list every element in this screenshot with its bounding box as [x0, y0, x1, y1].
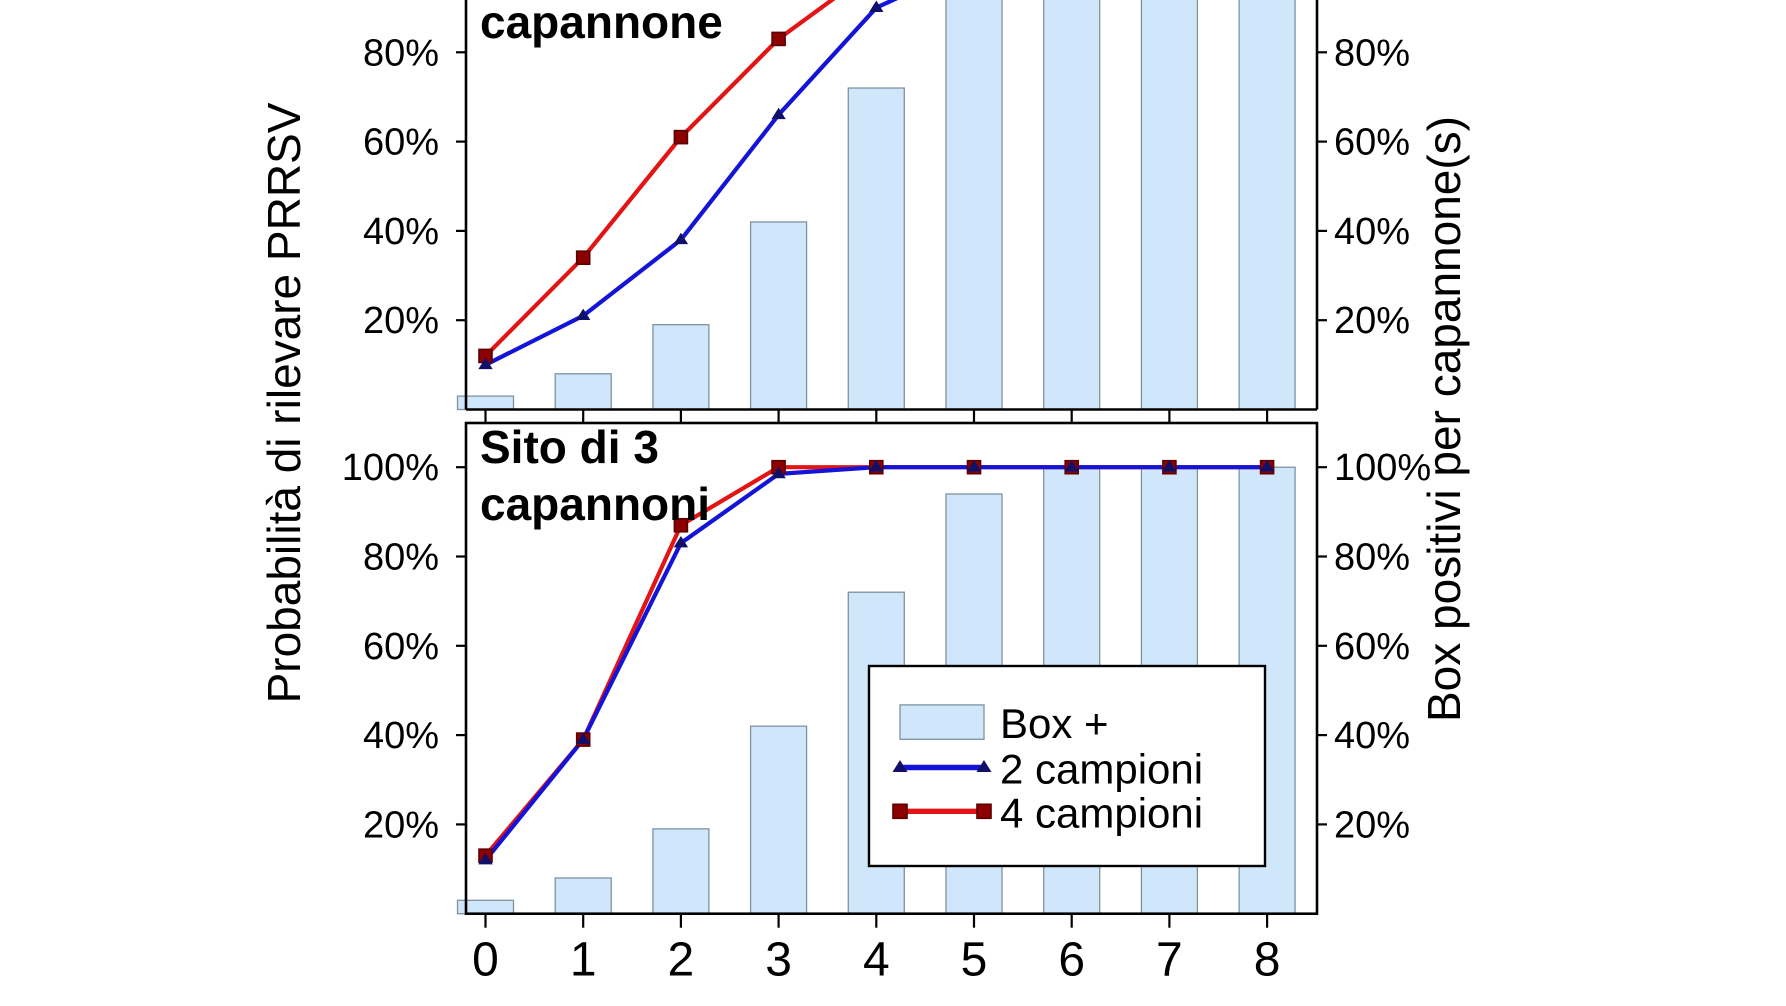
svg-text:80%: 80% — [1334, 32, 1410, 74]
svg-text:4: 4 — [863, 934, 890, 987]
svg-text:5: 5 — [961, 934, 988, 987]
svg-text:4 campioni: 4 campioni — [1000, 789, 1203, 836]
svg-text:100%: 100% — [1334, 447, 1431, 489]
svg-text:20%: 20% — [1334, 804, 1410, 846]
svg-text:6: 6 — [1058, 934, 1085, 987]
svg-text:40%: 40% — [363, 715, 439, 757]
svg-text:2: 2 — [668, 934, 695, 987]
svg-text:1: 1 — [570, 934, 597, 987]
svg-text:Sito di 3: Sito di 3 — [480, 421, 659, 473]
svg-text:capannoni: capannoni — [480, 478, 710, 530]
svg-text:80%: 80% — [1334, 537, 1410, 579]
svg-text:40%: 40% — [1334, 715, 1410, 757]
svg-text:8: 8 — [1254, 934, 1281, 987]
svg-text:7: 7 — [1156, 934, 1183, 987]
svg-text:20%: 20% — [363, 300, 439, 342]
svg-text:0: 0 — [472, 934, 499, 987]
svg-text:capannone: capannone — [480, 0, 723, 48]
svg-text:60%: 60% — [363, 122, 439, 164]
svg-text:Probabilità di rilevare PRRSV: Probabilità di rilevare PRRSV — [258, 102, 310, 703]
svg-text:Box positivi per capannone(s): Box positivi per capannone(s) — [1418, 116, 1470, 722]
svg-text:20%: 20% — [363, 804, 439, 846]
svg-text:Box +: Box + — [1000, 700, 1109, 747]
svg-text:80%: 80% — [363, 537, 439, 579]
svg-text:100%: 100% — [342, 447, 439, 489]
svg-text:40%: 40% — [363, 211, 439, 253]
svg-text:60%: 60% — [1334, 626, 1410, 668]
svg-text:3: 3 — [765, 934, 792, 987]
svg-text:20%: 20% — [1334, 300, 1410, 342]
svg-text:60%: 60% — [363, 626, 439, 668]
svg-text:2 campioni: 2 campioni — [1000, 746, 1203, 793]
svg-text:40%: 40% — [1334, 211, 1410, 253]
svg-text:60%: 60% — [1334, 122, 1410, 164]
svg-text:80%: 80% — [363, 32, 439, 74]
